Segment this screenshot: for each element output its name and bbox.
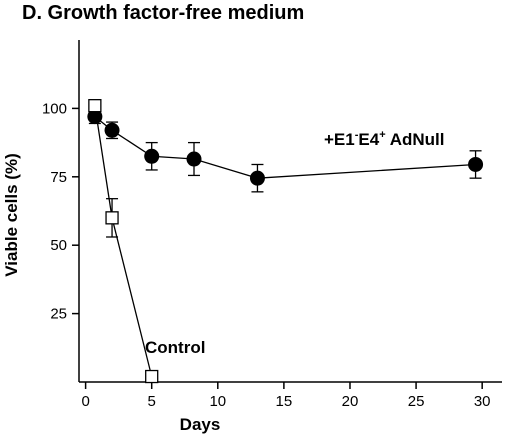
series-1	[88, 99, 159, 384]
series-1-point-0	[88, 99, 102, 113]
series-0-point-0	[87, 109, 103, 125]
x-tick-label-0: 0	[81, 393, 89, 410]
y-axis-label: Viable cells (%)	[2, 153, 21, 276]
chart-title: D. Growth factor-free medium	[22, 2, 304, 24]
series-label-control: Control	[145, 338, 205, 357]
y-axis: 25 50 75 100	[42, 40, 80, 382]
y-tick-label-0: 25	[50, 306, 67, 323]
x-axis: 0 5 10 15 20 25 30	[79, 381, 502, 410]
x-tick-label-4: 20	[342, 393, 359, 410]
y-tick-label-2: 75	[50, 169, 67, 186]
series-0	[87, 109, 484, 193]
y-tick-label-3: 100	[42, 100, 67, 117]
series-1-point-2	[145, 369, 159, 384]
series-0-point-5	[468, 156, 484, 172]
series-1-point-1	[105, 211, 119, 225]
x-tick-label-2: 10	[209, 393, 226, 410]
series-0-point-2	[144, 148, 160, 164]
series-label-adnull: +E1-E4+ AdNull	[324, 129, 445, 149]
x-axis-label: Days	[180, 415, 221, 434]
series-layer	[87, 99, 484, 384]
series-0-point-3	[186, 151, 202, 167]
y-tick-label-1: 50	[50, 237, 67, 254]
x-tick-label-6: 30	[474, 393, 491, 410]
series-0-point-1	[104, 122, 120, 138]
x-tick-label-3: 15	[276, 393, 293, 410]
series-1-line	[94, 105, 153, 377]
x-tick-label-1: 5	[148, 393, 156, 410]
series-0-point-4	[249, 170, 265, 186]
x-tick-label-5: 25	[408, 393, 425, 410]
